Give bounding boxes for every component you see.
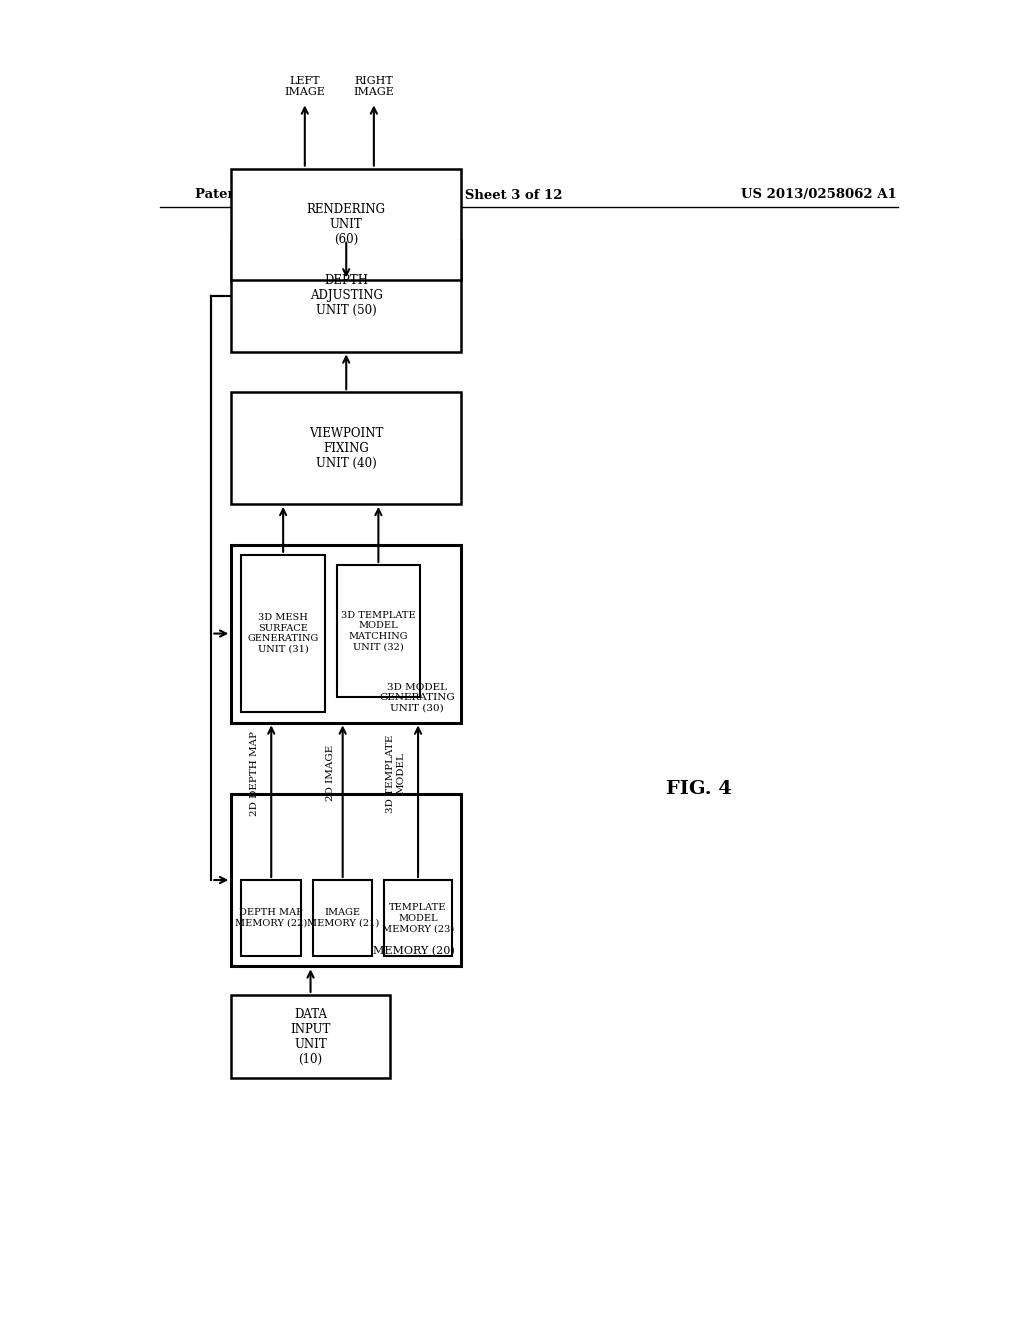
Text: DEPTH MAP
MEMORY (22): DEPTH MAP MEMORY (22) [236, 908, 307, 928]
Text: IMAGE
MEMORY (21): IMAGE MEMORY (21) [306, 908, 379, 928]
Text: RIGHT
IMAGE: RIGHT IMAGE [353, 75, 394, 98]
Text: RENDERING
UNIT
(60): RENDERING UNIT (60) [307, 203, 386, 246]
FancyBboxPatch shape [231, 169, 461, 280]
Text: DATA
INPUT
UNIT
(10): DATA INPUT UNIT (10) [291, 1007, 331, 1065]
FancyBboxPatch shape [231, 392, 461, 504]
Text: US 2013/0258062 A1: US 2013/0258062 A1 [740, 189, 896, 202]
Text: Oct. 3, 2013   Sheet 3 of 12: Oct. 3, 2013 Sheet 3 of 12 [360, 189, 562, 202]
FancyBboxPatch shape [242, 554, 325, 713]
FancyBboxPatch shape [384, 880, 452, 956]
FancyBboxPatch shape [242, 880, 301, 956]
Text: LEFT
IMAGE: LEFT IMAGE [285, 75, 326, 98]
Text: 3D MESH
SURFACE
GENERATING
UNIT (31): 3D MESH SURFACE GENERATING UNIT (31) [248, 614, 318, 653]
FancyBboxPatch shape [313, 880, 373, 956]
FancyBboxPatch shape [231, 995, 390, 1078]
FancyBboxPatch shape [231, 793, 461, 966]
Text: MEMORY (20): MEMORY (20) [373, 946, 455, 956]
Text: 3D MODEL
GENERATING
UNIT (30): 3D MODEL GENERATING UNIT (30) [379, 682, 455, 713]
Text: 2D DEPTH MAP: 2D DEPTH MAP [251, 731, 259, 816]
Text: Patent Application Publication: Patent Application Publication [196, 189, 422, 202]
Text: TEMPLATE
MODEL
MEMORY (23): TEMPLATE MODEL MEMORY (23) [382, 903, 455, 933]
Text: VIEWPOINT
FIXING
UNIT (40): VIEWPOINT FIXING UNIT (40) [309, 426, 383, 470]
Text: DEPTH
ADJUSTING
UNIT (50): DEPTH ADJUSTING UNIT (50) [310, 275, 383, 317]
Text: 3D TEMPLATE
MODEL: 3D TEMPLATE MODEL [386, 734, 406, 813]
FancyBboxPatch shape [231, 545, 461, 722]
FancyBboxPatch shape [231, 240, 461, 351]
Text: 3D TEMPLATE
MODEL
MATCHING
UNIT (32): 3D TEMPLATE MODEL MATCHING UNIT (32) [341, 611, 416, 651]
Text: 2D IMAGE: 2D IMAGE [326, 746, 335, 801]
Text: FIG. 4: FIG. 4 [667, 780, 732, 797]
FancyBboxPatch shape [337, 565, 420, 697]
